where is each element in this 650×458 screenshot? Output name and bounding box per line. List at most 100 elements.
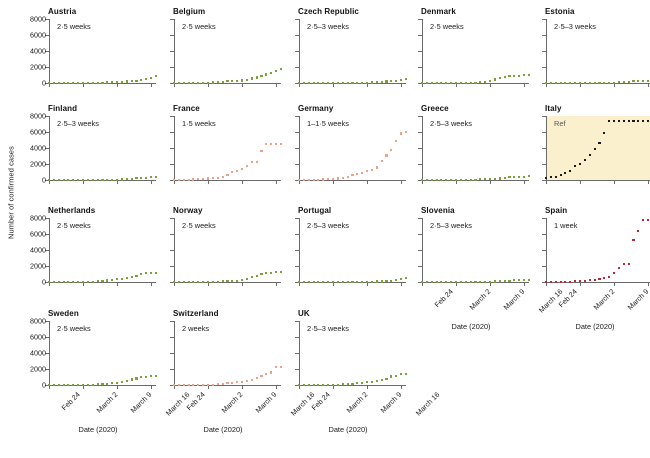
- x-tick: [49, 83, 50, 87]
- data-point: [317, 280, 320, 284]
- data-point: [642, 218, 645, 221]
- x-tick: [456, 282, 458, 286]
- data-point: [484, 80, 487, 83]
- data-point: [192, 280, 195, 283]
- data-point: [549, 81, 552, 85]
- panel-title: Slovenia: [421, 206, 455, 215]
- data-point: [435, 280, 438, 284]
- lag-annotation: 1·5 weeks: [182, 119, 216, 128]
- panel-title: Estonia: [545, 7, 575, 16]
- x-tick: [276, 282, 278, 286]
- data-point: [206, 177, 210, 180]
- data-point: [172, 280, 176, 284]
- data-point: [62, 383, 65, 386]
- data-point: [331, 177, 335, 180]
- data-point: [177, 280, 180, 284]
- data-point: [154, 271, 158, 274]
- data-point: [182, 383, 185, 387]
- x-tick: [333, 282, 335, 286]
- x-tick: [614, 282, 616, 286]
- data-point: [578, 162, 582, 165]
- y-tick: [295, 51, 299, 52]
- data-point: [275, 271, 278, 274]
- data-point: [544, 81, 548, 85]
- y-tick: [542, 234, 546, 235]
- data-point: [425, 178, 428, 182]
- data-point: [202, 383, 205, 386]
- y-tick: [170, 180, 174, 181]
- y-tick: [45, 353, 49, 354]
- y-axis-line: [546, 116, 547, 180]
- data-point: [637, 229, 640, 232]
- data-point: [622, 262, 625, 265]
- data-point: [445, 280, 448, 284]
- x-tick: [174, 385, 175, 389]
- data-point: [445, 81, 448, 85]
- data-point: [172, 178, 176, 181]
- y-tick: [170, 67, 174, 68]
- data-point: [216, 81, 219, 84]
- data-point: [493, 280, 496, 283]
- data-point: [608, 275, 611, 278]
- x-tick: [208, 180, 210, 184]
- data-point: [479, 81, 482, 84]
- data-point: [221, 280, 224, 283]
- y-tick: [170, 132, 174, 133]
- data-point: [608, 81, 611, 84]
- data-point: [307, 383, 310, 386]
- data-point: [241, 167, 244, 170]
- x-tick: [242, 282, 244, 286]
- data-point: [241, 79, 244, 82]
- data-point: [440, 280, 443, 284]
- data-point: [327, 178, 330, 181]
- x-tick: [117, 180, 119, 184]
- data-point: [245, 277, 248, 280]
- y-tick: [295, 67, 299, 68]
- plot-area: 1·5 weeks: [165, 116, 283, 186]
- y-tick-label: 8000: [30, 316, 46, 326]
- data-point: [297, 81, 301, 85]
- data-point: [375, 81, 378, 84]
- data-point: [513, 75, 516, 78]
- data-point: [647, 119, 650, 123]
- y-tick: [542, 19, 546, 20]
- data-point: [564, 171, 567, 174]
- x-tick: [367, 83, 369, 87]
- data-point: [250, 276, 253, 279]
- x-tick-label: March 2: [467, 287, 493, 312]
- y-axis-line: [49, 321, 50, 385]
- data-point: [265, 73, 268, 76]
- x-tick: [333, 83, 335, 87]
- data-point: [140, 376, 143, 379]
- y-tick: [542, 132, 546, 133]
- data-point: [120, 178, 123, 181]
- data-point: [216, 176, 219, 179]
- panel-title: Spain: [545, 206, 568, 215]
- data-point: [549, 280, 552, 284]
- lag-annotation: 2·5 weeks: [57, 22, 91, 31]
- y-tick: [295, 132, 299, 133]
- data-point: [125, 276, 128, 280]
- data-point: [341, 280, 344, 283]
- data-point: [140, 273, 143, 276]
- x-tick: [49, 180, 50, 184]
- data-point: [52, 383, 55, 387]
- data-point: [47, 81, 51, 85]
- data-point: [375, 280, 378, 283]
- data-point: [603, 81, 606, 84]
- y-tick: [418, 234, 422, 235]
- data-point: [72, 81, 75, 84]
- data-point: [366, 169, 369, 172]
- data-point: [385, 280, 388, 283]
- plot-area: 0 2000 4000 6000 8000 2·5 weeks: [30, 15, 158, 89]
- data-point: [395, 374, 398, 377]
- plot-area: 2·5–3 weeks: [413, 116, 531, 186]
- data-point: [77, 383, 80, 386]
- y-axis-line: [299, 321, 300, 385]
- data-point: [454, 81, 458, 84]
- data-point: [202, 280, 205, 283]
- x-tick: [208, 282, 210, 286]
- y-tick: [170, 116, 174, 117]
- plot-area: 2·5 weeks: [165, 19, 283, 89]
